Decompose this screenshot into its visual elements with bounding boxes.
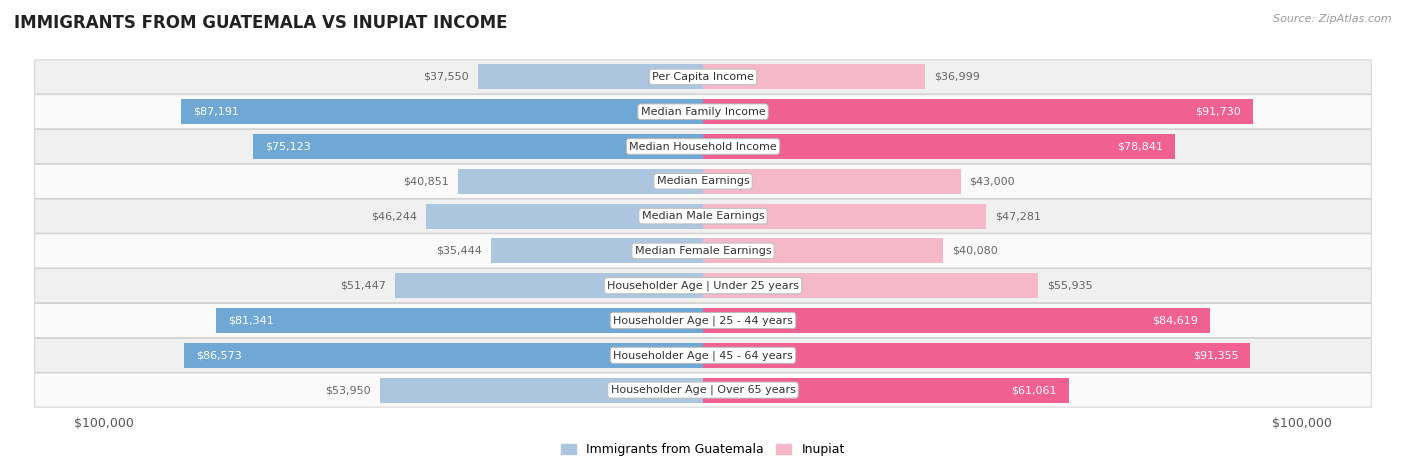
- Text: Householder Age | 25 - 44 years: Householder Age | 25 - 44 years: [613, 315, 793, 326]
- Text: $75,123: $75,123: [264, 142, 311, 151]
- FancyBboxPatch shape: [35, 60, 1371, 94]
- Bar: [215, 308, 703, 333]
- Text: $43,000: $43,000: [970, 177, 1015, 186]
- Text: $37,550: $37,550: [423, 72, 470, 82]
- Bar: [703, 64, 925, 90]
- Text: $53,950: $53,950: [325, 385, 371, 395]
- Text: $40,080: $40,080: [952, 246, 998, 256]
- FancyBboxPatch shape: [35, 304, 1371, 338]
- FancyBboxPatch shape: [35, 234, 1371, 268]
- Text: Median Household Income: Median Household Income: [628, 142, 778, 151]
- Bar: [478, 64, 703, 90]
- Text: IMMIGRANTS FROM GUATEMALA VS INUPIAT INCOME: IMMIGRANTS FROM GUATEMALA VS INUPIAT INC…: [14, 14, 508, 32]
- Bar: [395, 273, 703, 298]
- Bar: [703, 308, 1211, 333]
- Text: $36,999: $36,999: [934, 72, 980, 82]
- Bar: [380, 377, 703, 403]
- Bar: [703, 238, 943, 263]
- Text: $86,573: $86,573: [197, 350, 242, 360]
- Text: Median Male Earnings: Median Male Earnings: [641, 211, 765, 221]
- Bar: [426, 204, 703, 229]
- Text: $91,730: $91,730: [1195, 107, 1240, 117]
- Text: $78,841: $78,841: [1118, 142, 1163, 151]
- Bar: [703, 99, 1253, 124]
- Bar: [703, 343, 1250, 368]
- Legend: Immigrants from Guatemala, Inupiat: Immigrants from Guatemala, Inupiat: [557, 439, 849, 461]
- Text: Householder Age | 45 - 64 years: Householder Age | 45 - 64 years: [613, 350, 793, 361]
- Bar: [703, 134, 1175, 159]
- FancyBboxPatch shape: [35, 199, 1371, 233]
- FancyBboxPatch shape: [35, 95, 1371, 129]
- Text: Median Female Earnings: Median Female Earnings: [634, 246, 772, 256]
- Text: $91,355: $91,355: [1192, 350, 1239, 360]
- Text: $46,244: $46,244: [371, 211, 418, 221]
- Text: $84,619: $84,619: [1152, 316, 1198, 325]
- Text: $61,061: $61,061: [1011, 385, 1057, 395]
- Bar: [491, 238, 703, 263]
- FancyBboxPatch shape: [35, 338, 1371, 372]
- Text: $40,851: $40,851: [404, 177, 450, 186]
- Text: $87,191: $87,191: [193, 107, 239, 117]
- Bar: [703, 377, 1069, 403]
- Text: $55,935: $55,935: [1047, 281, 1092, 290]
- Bar: [184, 343, 703, 368]
- Text: Per Capita Income: Per Capita Income: [652, 72, 754, 82]
- Bar: [253, 134, 703, 159]
- Text: Median Earnings: Median Earnings: [657, 177, 749, 186]
- Bar: [703, 169, 960, 194]
- FancyBboxPatch shape: [35, 373, 1371, 407]
- Text: Median Family Income: Median Family Income: [641, 107, 765, 117]
- Text: Householder Age | Under 25 years: Householder Age | Under 25 years: [607, 281, 799, 291]
- Bar: [180, 99, 703, 124]
- FancyBboxPatch shape: [35, 269, 1371, 303]
- Bar: [703, 204, 986, 229]
- Text: $35,444: $35,444: [436, 246, 482, 256]
- Text: Householder Age | Over 65 years: Householder Age | Over 65 years: [610, 385, 796, 396]
- Bar: [703, 273, 1038, 298]
- Text: $47,281: $47,281: [995, 211, 1042, 221]
- Text: $81,341: $81,341: [228, 316, 273, 325]
- Bar: [458, 169, 703, 194]
- Text: Source: ZipAtlas.com: Source: ZipAtlas.com: [1274, 14, 1392, 24]
- Text: $51,447: $51,447: [340, 281, 385, 290]
- FancyBboxPatch shape: [35, 129, 1371, 163]
- FancyBboxPatch shape: [35, 164, 1371, 198]
